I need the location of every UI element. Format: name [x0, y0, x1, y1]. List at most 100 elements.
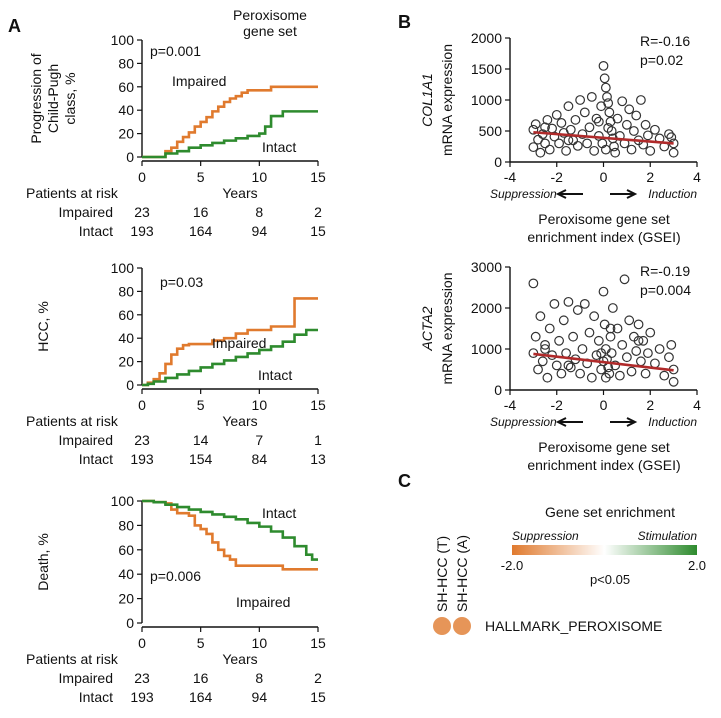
km-curve-intact — [142, 499, 318, 561]
x-tick-label: 4 — [693, 397, 701, 413]
y-tick-label: 500 — [479, 123, 503, 139]
scatter-point — [572, 305, 583, 315]
regression-line — [533, 130, 674, 145]
scatter-point — [596, 348, 607, 359]
heatmap-stimulation-label: Stimulation — [638, 529, 698, 543]
scatter-point — [633, 319, 644, 330]
scatter-point — [636, 95, 646, 105]
scatter-point — [565, 362, 576, 373]
risk-cell: 1 — [314, 432, 322, 448]
scatter-point — [645, 327, 656, 338]
x-tick-label: 10 — [252, 635, 268, 651]
scatter-point — [598, 286, 609, 297]
scatter-point — [633, 335, 644, 346]
km-curve-impaired — [142, 297, 318, 387]
scatter-point — [586, 372, 597, 383]
scatter-point — [530, 119, 541, 130]
km-curve-impaired — [142, 85, 318, 159]
scatter-point — [602, 91, 612, 102]
risk-cell: 15 — [310, 223, 326, 239]
y-axis-title: mRNA expression — [439, 272, 455, 384]
scatter-point — [610, 360, 621, 371]
scatter-point — [575, 95, 586, 105]
risk-cell: 193 — [130, 223, 154, 239]
scatter-point — [591, 113, 602, 124]
scatter-point — [614, 370, 625, 381]
x-tick-label: 15 — [310, 635, 326, 651]
scatter-point — [654, 344, 665, 354]
scatter-point — [551, 109, 562, 120]
scatter-point — [606, 348, 617, 359]
x-axis-title: Years — [222, 651, 257, 667]
p-value: p=0.03 — [160, 274, 203, 290]
y-tick-label: 40 — [118, 102, 134, 118]
scatter-point — [666, 132, 677, 143]
gene-name-label: COL1A1 — [419, 73, 435, 127]
risk-cell: 84 — [252, 451, 268, 467]
risk-cell: 193 — [130, 451, 154, 467]
x-axis-title: Years — [222, 413, 257, 429]
y-tick-label: 20 — [118, 354, 134, 370]
risk-cell: 94 — [252, 689, 268, 705]
x-tick-label: -2 — [551, 397, 564, 413]
y-tick-label: 1000 — [471, 341, 502, 357]
series-label-impaired: Impaired — [236, 594, 290, 610]
scatter-point — [554, 335, 564, 346]
scatter-point — [528, 278, 539, 289]
heatmap-column-label-1: SH-HCC (T) — [434, 536, 450, 612]
scatter-point — [600, 82, 611, 93]
series-label-intact: Intact — [258, 367, 292, 383]
suppression-arrow — [555, 417, 583, 427]
heatmap-row-label: HALLMARK_PEROXISOME — [485, 618, 662, 634]
panel-label-b: B — [398, 12, 411, 32]
scatter-point — [643, 348, 653, 359]
y-tick-label: 20 — [118, 126, 134, 142]
risk-cell: 15 — [310, 689, 326, 705]
induction-arrow — [610, 189, 638, 199]
scatter-point — [659, 370, 670, 381]
risk-table-title: Patients at risk — [26, 413, 119, 429]
risk-row-label: Impaired — [59, 670, 113, 686]
x-tick-label: 10 — [252, 169, 268, 185]
scatter-point — [579, 107, 590, 118]
scatter-point — [563, 101, 574, 112]
p-value: p=0.001 — [150, 43, 201, 59]
risk-cell: 164 — [189, 689, 213, 705]
regression-line — [533, 352, 674, 372]
scatter-point — [621, 119, 632, 130]
scatter-point — [565, 124, 576, 135]
scatter-point — [643, 130, 653, 141]
scatter-point — [603, 122, 614, 133]
correlation-r: R=-0.16 — [640, 33, 690, 49]
risk-cell: 94 — [252, 223, 268, 239]
y-tick-label: 2000 — [471, 30, 502, 46]
risk-cell: 16 — [193, 670, 209, 686]
p-value: p=0.006 — [150, 568, 201, 584]
scatter-point — [540, 340, 550, 350]
series-label-intact: Intact — [262, 139, 296, 155]
scatter-point — [582, 138, 593, 149]
x-tick-label: 0 — [138, 169, 146, 185]
x-tick-label: 5 — [197, 397, 205, 413]
y-tick-label: 0 — [494, 154, 502, 170]
enrichment-heatmap: Gene set enrichment Suppression Stimulat… — [433, 504, 706, 635]
correlation-p: p=0.004 — [640, 282, 691, 298]
scatter-point — [535, 311, 546, 322]
scatter-point — [600, 144, 611, 155]
scatter-point — [544, 144, 555, 155]
scatter-point — [640, 119, 651, 130]
panel-label-a: A — [8, 16, 21, 36]
y-axis-title: mRNA expression — [439, 44, 455, 156]
risk-cell: 23 — [134, 204, 150, 220]
y-tick-label: 1500 — [471, 61, 502, 77]
y-axis-title: HCC, % — [35, 301, 51, 352]
scatter-point — [561, 145, 571, 156]
heatmap-column-label-2: SH-HCC (A) — [454, 535, 470, 612]
scatter-point — [563, 360, 574, 371]
scatter-point — [537, 356, 548, 367]
km-gene-set-header-text: Peroxisome gene set — [233, 7, 307, 39]
heatmap-suppression-label: Suppression — [512, 529, 579, 543]
x-axis-title: Peroxisome gene set enrichment index (GSE… — [527, 439, 680, 473]
y-tick-label: 40 — [118, 330, 134, 346]
